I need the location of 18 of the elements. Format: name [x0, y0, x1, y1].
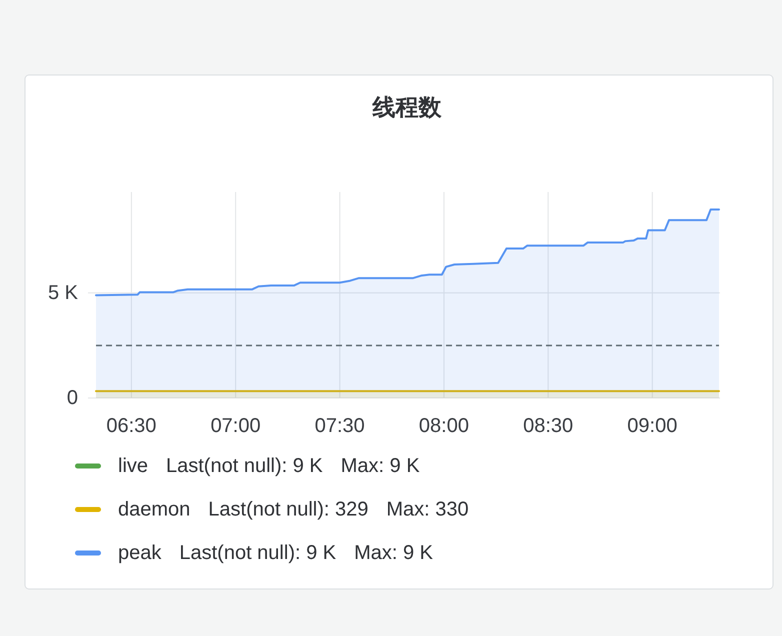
- text: Max: 330: [386, 498, 469, 520]
- x-tick-label: 08:00: [418, 415, 469, 437]
- x-tick-label: 07:00: [210, 415, 261, 437]
- legend-label: peak: [118, 542, 162, 564]
- text: Last(not null): 329: [208, 498, 368, 520]
- y-tick-label: 5 K: [48, 282, 79, 304]
- legend-label: daemon: [118, 498, 190, 520]
- y-tick-label: 0: [66, 387, 78, 409]
- text: Max: 9 K: [340, 455, 420, 477]
- x-tick-label: 06:30: [106, 415, 156, 437]
- text: Max: 9 K: [354, 542, 434, 564]
- x-tick-label: 09:00: [627, 415, 678, 437]
- legend-label: live: [118, 455, 148, 477]
- text: Last(not null): 9 K: [166, 455, 324, 477]
- x-tick-label: 08:30: [523, 415, 574, 437]
- chart-title: 线程数: [372, 94, 442, 120]
- x-tick-label: 07:30: [314, 415, 365, 437]
- text: Last(not null): 9 K: [179, 542, 337, 564]
